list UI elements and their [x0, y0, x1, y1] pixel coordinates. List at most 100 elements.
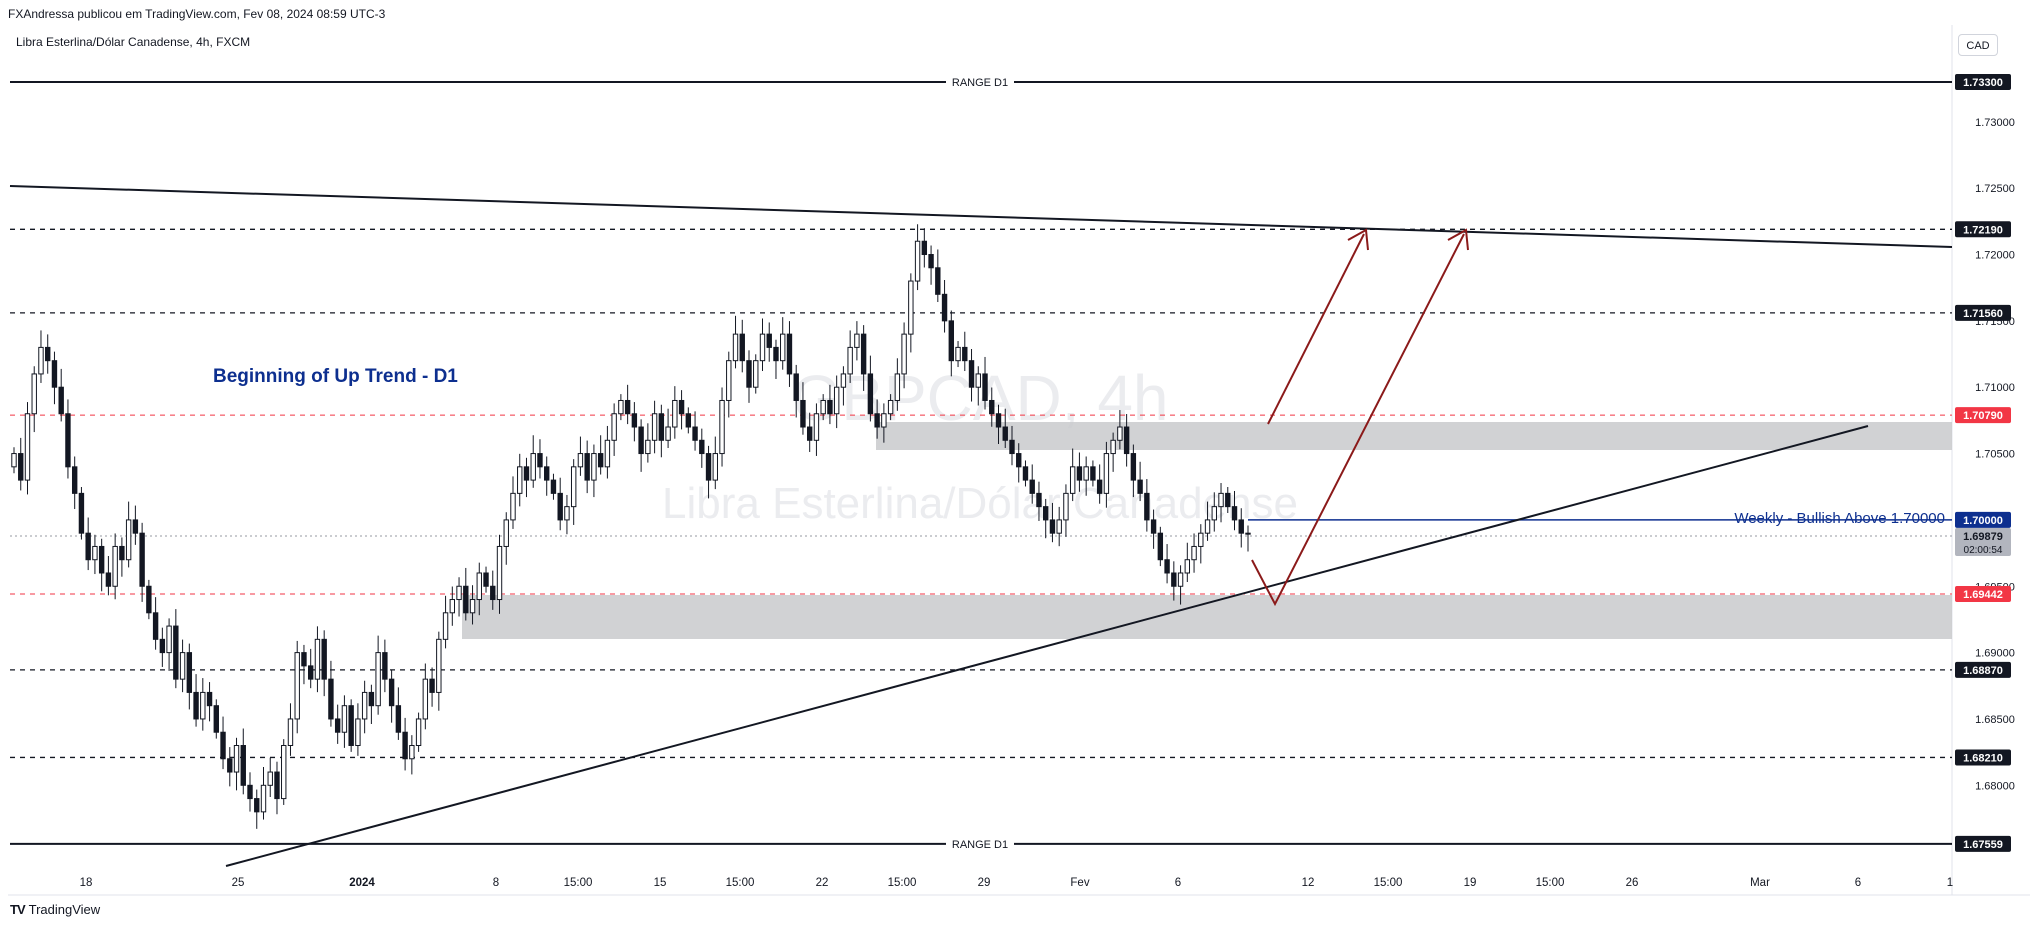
- footer: TV TradingView: [10, 902, 100, 917]
- horizontal-levels: RANGE D1 RANGE D1: [10, 74, 1952, 851]
- candle-body: [1056, 519, 1062, 534]
- candle-body: [860, 333, 867, 375]
- candle-body: [166, 625, 172, 654]
- candle-body: [213, 705, 219, 733]
- x-tick-label: 12: [1302, 877, 1315, 889]
- candle-body: [1204, 519, 1211, 534]
- candle-body: [914, 240, 921, 282]
- candle-body: [18, 453, 24, 481]
- candle-body: [321, 638, 327, 680]
- x-tick-label: 2024: [349, 877, 375, 889]
- candle-body: [1144, 492, 1150, 521]
- upper-zone[interactable]: [876, 422, 1952, 450]
- price-label-bg: [1955, 585, 2011, 602]
- candle-body: [921, 240, 928, 256]
- candle-body: [1171, 572, 1177, 587]
- candle-body: [1184, 559, 1191, 574]
- price-label: 1.68210: [1963, 752, 2003, 764]
- candle-body: [1049, 519, 1056, 534]
- candle-body: [591, 453, 597, 481]
- candle-body: [476, 572, 482, 601]
- candle-body: [759, 333, 766, 362]
- currency-button[interactable]: CAD: [1958, 34, 1998, 56]
- candle-body: [739, 333, 745, 362]
- candle-body: [631, 413, 638, 428]
- candle-body: [719, 399, 725, 455]
- candle-body: [314, 638, 321, 680]
- candle-body: [456, 585, 462, 601]
- candle-body: [1191, 545, 1197, 561]
- candle-body: [995, 413, 1002, 428]
- candle-body: [490, 585, 496, 601]
- candle-body: [1245, 532, 1251, 535]
- candle-body: [881, 413, 887, 428]
- candle-body: [887, 399, 894, 415]
- candle-body: [334, 718, 341, 733]
- price-label-bg: [1955, 304, 2011, 321]
- candle-body: [267, 771, 273, 786]
- candle-body: [1238, 519, 1244, 534]
- candle-body: [510, 492, 516, 521]
- footer-brand: TradingView: [28, 902, 101, 917]
- candle-body: [638, 426, 644, 455]
- candle-body: [813, 413, 820, 441]
- projection-arrows[interactable]: [1251, 228, 1469, 607]
- candle-body: [152, 612, 159, 640]
- candle-body: [1083, 466, 1089, 481]
- x-tick-label: 15:00: [888, 877, 917, 889]
- candle-body: [415, 718, 422, 747]
- candle-body: [281, 745, 287, 800]
- candle-body: [833, 386, 840, 415]
- candle-body: [274, 771, 280, 800]
- candles: [11, 224, 1251, 829]
- candle-body: [908, 280, 914, 335]
- candle-body: [989, 399, 995, 415]
- lower-zone[interactable]: [462, 595, 1952, 639]
- candle-body: [550, 479, 557, 494]
- candle-body: [645, 439, 651, 455]
- candle-body: [92, 545, 98, 561]
- candle-body: [375, 652, 381, 707]
- candle-body: [1110, 439, 1116, 455]
- x-tick-label: 18: [80, 877, 93, 889]
- candle-body: [874, 413, 880, 428]
- price-axis[interactable]: 1.680001.685001.690001.695001.705001.710…: [1975, 117, 2015, 793]
- candle-body: [139, 532, 145, 587]
- candle-body: [968, 360, 975, 388]
- candle-body: [112, 545, 118, 587]
- candle-body: [395, 705, 402, 733]
- candle-body: [793, 373, 799, 401]
- descending-trendline[interactable]: [9, 185, 1953, 248]
- candle-body: [328, 678, 334, 720]
- candle-body: [847, 346, 853, 375]
- time-axis[interactable]: 18 25 2024 8 15:00 15 15:00 22 15:00 29 Fev 6 12 15:0…: [80, 877, 1954, 889]
- price-label-bg: [1955, 221, 2011, 238]
- candle-body: [65, 413, 71, 468]
- candle-body: [233, 745, 240, 773]
- candle-body: [247, 784, 253, 800]
- candle-body: [935, 267, 941, 295]
- candle-body: [186, 652, 193, 693]
- candle-body: [780, 333, 786, 362]
- candle-body: [24, 413, 31, 481]
- candle-body: [71, 466, 78, 494]
- price-labels: 1.73300 1.72190 1.71560 1.70790 1.70000 1.698…: [1955, 74, 2011, 852]
- candle-body: [1177, 572, 1184, 587]
- candle-body: [732, 333, 739, 362]
- candle-body: [382, 652, 388, 680]
- candle-body: [119, 545, 125, 561]
- candle-body: [577, 453, 584, 468]
- candle-body: [955, 346, 961, 362]
- x-tick-label: 25: [232, 877, 245, 889]
- candle-body: [537, 453, 543, 468]
- ascending-trendline[interactable]: [225, 425, 1869, 867]
- candle-body: [98, 545, 105, 574]
- candle-body: [132, 519, 139, 534]
- candle-body: [584, 453, 590, 481]
- price-label: 1.69442: [1963, 589, 2003, 601]
- candle-body: [665, 426, 671, 441]
- candle-body: [469, 599, 476, 614]
- candle-body: [658, 413, 665, 441]
- candle-body: [206, 691, 213, 707]
